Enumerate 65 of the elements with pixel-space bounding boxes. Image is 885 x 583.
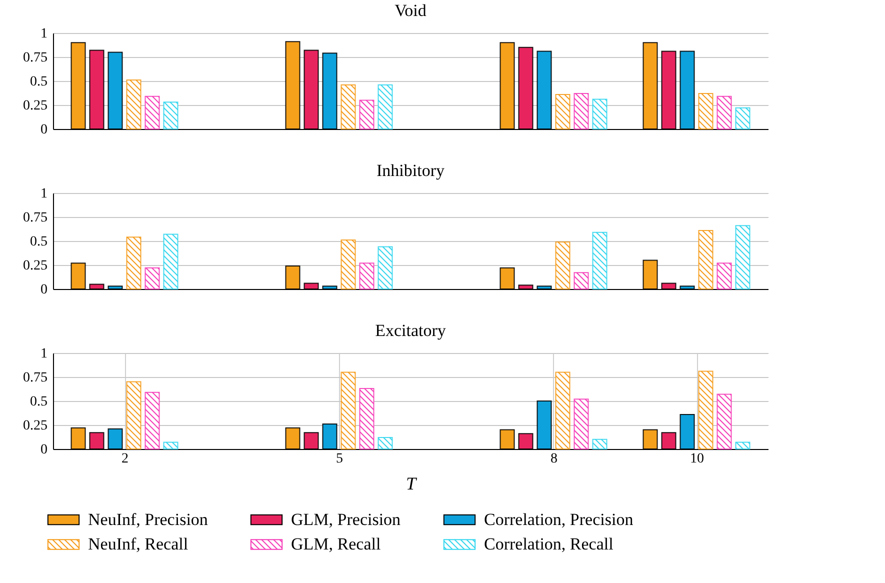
- bar: [592, 438, 608, 450]
- x-tick-label: 2: [122, 452, 128, 466]
- bar: [716, 96, 732, 130]
- y-tick-label: 0.5: [30, 234, 48, 250]
- y-tick-label: 0.25: [23, 418, 48, 434]
- chart-title: Inhibitory: [376, 161, 445, 180]
- legend-label: NeuInf, Precision: [88, 510, 208, 529]
- legend-label: GLM, Precision: [291, 510, 402, 529]
- y-tick-label: 0.5: [30, 74, 48, 90]
- bar: [163, 442, 178, 450]
- bar: [378, 84, 393, 130]
- y-tick-label: 0: [40, 442, 48, 458]
- bar: [144, 267, 160, 290]
- bar: [359, 100, 374, 130]
- bar: [340, 240, 356, 290]
- bar: [574, 92, 589, 130]
- bar: [698, 92, 714, 130]
- bar: [735, 225, 750, 290]
- bar: [340, 84, 356, 130]
- bar: [574, 272, 589, 290]
- chart-title: Void: [394, 1, 427, 20]
- bar: [126, 236, 142, 290]
- bar: [592, 232, 608, 290]
- x-tick-label: 10: [690, 452, 704, 466]
- y-tick-label: 1: [40, 26, 48, 42]
- chart-title: Excitatory: [375, 321, 446, 340]
- legend-label: Correlation, Recall: [484, 534, 614, 554]
- legend-label: NeuInf, Recall: [88, 534, 188, 554]
- bar: [378, 246, 393, 290]
- y-tick-label: 0.5: [30, 394, 48, 410]
- y-tick-label: 0.75: [23, 370, 48, 386]
- bar: [716, 262, 732, 290]
- bar: [555, 241, 570, 290]
- bar: [126, 80, 142, 130]
- bar: [144, 392, 160, 450]
- x-tick-label: 8: [550, 452, 558, 466]
- y-tick-label: 1: [40, 346, 48, 362]
- bar: [698, 230, 714, 290]
- bar: [735, 107, 750, 130]
- bar: [378, 436, 393, 450]
- bar: [144, 96, 160, 130]
- legend-label: Correlation, Precision: [484, 510, 634, 529]
- bar: [126, 381, 142, 450]
- bar: [698, 370, 714, 450]
- bar: [340, 372, 356, 450]
- y-tick-label: 0.75: [23, 210, 48, 226]
- bar: [716, 394, 732, 450]
- y-tick-label: 0: [40, 122, 48, 138]
- y-tick-label: 0.75: [23, 50, 48, 66]
- bar: [555, 94, 570, 130]
- x-axis-title: T: [406, 474, 418, 494]
- x-tick-label: 5: [336, 452, 343, 466]
- bar: [592, 98, 608, 130]
- bar: [359, 262, 374, 290]
- y-tick-label: 0: [40, 282, 48, 298]
- bar: [359, 388, 374, 450]
- bar: [163, 102, 178, 130]
- y-tick-label: 1: [40, 186, 48, 202]
- bar: [163, 234, 178, 290]
- bar: [735, 442, 750, 450]
- bar: [555, 372, 570, 450]
- bar: [574, 398, 589, 450]
- legend-label: GLM, Recall: [291, 534, 381, 554]
- y-tick-label: 0.25: [23, 258, 48, 274]
- y-tick-label: 0.25: [23, 98, 48, 114]
